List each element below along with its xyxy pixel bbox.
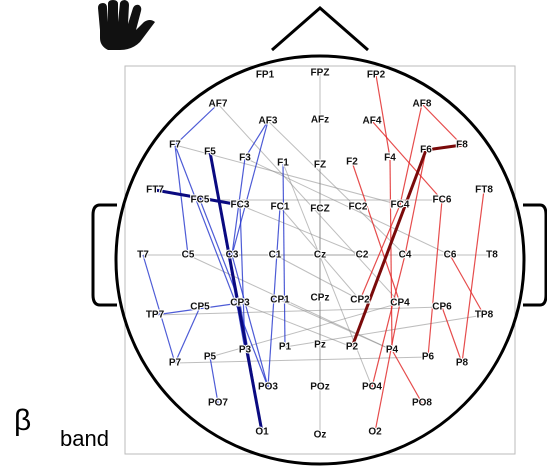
right-ear	[523, 205, 546, 305]
connection	[232, 121, 268, 255]
electrode-label: FCZ	[310, 204, 329, 215]
electrode-label: F7	[169, 140, 181, 151]
electrode-label: P3	[239, 345, 252, 356]
electrode-label: POz	[310, 382, 329, 393]
electrode-label: FC2	[349, 202, 368, 213]
connection	[372, 121, 442, 200]
connection	[210, 357, 218, 403]
electrode-label: FC6	[433, 195, 452, 206]
electrode-label: FC1	[271, 202, 290, 213]
connection	[462, 190, 484, 363]
electrode-label: FC3	[231, 200, 250, 211]
electrode-label: AF4	[363, 116, 382, 127]
electrode-label: F4	[384, 153, 396, 164]
electrode-label: F5	[204, 147, 216, 158]
electrode-label: AFz	[311, 115, 329, 126]
electrode-label: Pz	[314, 340, 326, 351]
electrode-label: Oz	[314, 430, 327, 441]
electrode-label: TP7	[146, 310, 165, 321]
electrode-label: FT8	[475, 185, 493, 196]
connection	[390, 158, 392, 350]
electrode-label: FPZ	[311, 68, 330, 79]
electrode-label: PO8	[412, 398, 432, 409]
electrode-label: F3	[239, 153, 251, 164]
electrode-label: FZ	[314, 160, 326, 171]
electrode-label: P4	[386, 345, 399, 356]
electrode-label: F1	[277, 158, 289, 169]
page: FP1 FPZ FP2 AF7 AF3 AFz AF4 AF8 F7 F5 F3 F1 FZ F2 F4 F6…	[0, 0, 547, 472]
electrode-label: FC4	[391, 200, 410, 211]
connection	[175, 145, 268, 387]
electrode-label: T8	[486, 250, 498, 261]
nose	[272, 8, 368, 50]
electrode-label: T7	[137, 250, 149, 261]
connection	[175, 307, 200, 363]
electrode-label: AF8	[413, 99, 432, 110]
electrode-label: C6	[444, 250, 457, 261]
electrode-label: F6	[420, 145, 432, 156]
electrode-label: FP2	[367, 70, 386, 81]
electrode-label: F2	[346, 157, 358, 168]
electrode-label: C5	[182, 250, 195, 261]
electrode-label: CP3	[230, 298, 250, 309]
electrode-label: P8	[456, 358, 469, 369]
electrode-label: CP6	[432, 302, 452, 313]
electrode-label: AF3	[259, 116, 278, 127]
electrode-label: CP4	[390, 298, 410, 309]
electrode-label: PO7	[208, 398, 228, 409]
electrode-label: FP1	[256, 70, 275, 81]
electrode-label: O1	[255, 427, 269, 438]
connection	[240, 205, 362, 255]
connection	[375, 303, 400, 432]
electrode-label: P2	[346, 342, 359, 353]
electrode-label: CP1	[270, 295, 290, 306]
electrode-label: O2	[368, 427, 382, 438]
electrode-label: F8	[456, 140, 468, 151]
electrode-label: Cz	[314, 250, 326, 261]
connection	[372, 255, 405, 387]
electrode-label: CPz	[311, 293, 330, 304]
connection	[450, 255, 484, 315]
electrode-label: C4	[399, 250, 412, 261]
electrode-label: PO4	[362, 382, 382, 393]
electrode-label: CP5	[190, 302, 210, 313]
electrode-label: C2	[356, 250, 369, 261]
eeg-diagram: FP1 FPZ FP2 AF7 AF3 AFz AF4 AF8 F7 F5 F3 F1 FZ F2 F4 F6…	[0, 0, 547, 472]
connection	[442, 307, 462, 363]
electrode-label: TP8	[475, 310, 494, 321]
electrode-label: P1	[279, 342, 292, 353]
electrode-label: CP2	[350, 295, 370, 306]
electrode-label: P6	[422, 352, 435, 363]
electrode-label: FC5	[191, 195, 210, 206]
electrode-label: C3	[226, 250, 239, 261]
electrode-label: P7	[169, 358, 182, 369]
left-ear	[93, 205, 117, 305]
band-symbol: β	[14, 404, 31, 437]
connection	[210, 152, 262, 432]
band-label: band	[60, 426, 109, 451]
electrode-label: FT7	[146, 185, 164, 196]
electrode-label: AF7	[209, 99, 228, 110]
electrode-labels: FP1 FPZ FP2 AF7 AF3 AFz AF4 AF8 F7 F5 F3 F1 FZ F2 F4 F6…	[137, 68, 498, 441]
electrode-label: PO3	[258, 382, 278, 393]
connection	[428, 200, 442, 357]
electrode-label: P5	[204, 352, 217, 363]
hand-icon	[98, 0, 155, 50]
electrode-label: C1	[269, 250, 282, 261]
